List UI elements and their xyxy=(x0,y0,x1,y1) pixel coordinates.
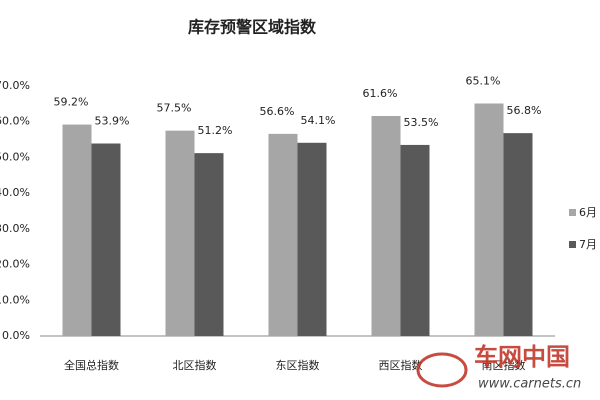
bar xyxy=(62,124,92,336)
y-tick-label: 40.0% xyxy=(0,186,30,199)
bar xyxy=(297,142,327,336)
bar xyxy=(268,133,298,336)
y-tick-label: 60.0% xyxy=(0,115,30,128)
y-tick-label: 50.0% xyxy=(0,150,30,163)
value-label: 57.5% xyxy=(157,102,192,115)
value-label: 53.5% xyxy=(404,116,439,129)
chart-title: 库存预警区域指数 xyxy=(188,18,317,37)
bar xyxy=(371,116,401,336)
bar xyxy=(474,103,504,336)
x-tick-label: 南区指数 xyxy=(482,358,526,372)
watermark-logo xyxy=(416,352,468,388)
bar xyxy=(503,133,533,336)
value-label: 56.6% xyxy=(260,105,295,118)
watermark-name: 车网中国 xyxy=(474,343,570,371)
y-tick-label: 70.0% xyxy=(0,79,30,92)
x-tick-label: 北区指数 xyxy=(173,358,217,372)
legend-swatch xyxy=(569,209,576,216)
y-tick-label: 10.0% xyxy=(0,293,30,306)
watermark: 车网中国 www.carnets.cn xyxy=(416,343,581,392)
legend-label: 7月 xyxy=(579,238,597,251)
legend-swatch xyxy=(569,241,576,248)
y-tick-label: 0.0% xyxy=(2,329,30,342)
bar xyxy=(194,153,224,336)
x-tick-label: 全国总指数 xyxy=(64,358,119,372)
bar xyxy=(165,130,195,336)
bar xyxy=(91,143,121,336)
legend-label: 6月 xyxy=(579,206,597,219)
y-tick-label: 30.0% xyxy=(0,222,30,235)
x-tick-label: 西区指数 xyxy=(379,358,423,372)
value-label: 65.1% xyxy=(466,75,501,88)
x-tick-label: 东区指数 xyxy=(276,358,320,372)
value-label: 61.6% xyxy=(363,87,398,100)
y-tick-label: 20.0% xyxy=(0,258,30,271)
value-label: 51.2% xyxy=(198,124,233,137)
value-label: 53.9% xyxy=(95,115,130,128)
bar xyxy=(400,144,430,336)
value-label: 54.1% xyxy=(301,114,336,127)
value-label: 56.8% xyxy=(507,104,542,117)
value-label: 59.2% xyxy=(54,96,89,109)
watermark-url: www.carnets.cn xyxy=(478,377,581,392)
